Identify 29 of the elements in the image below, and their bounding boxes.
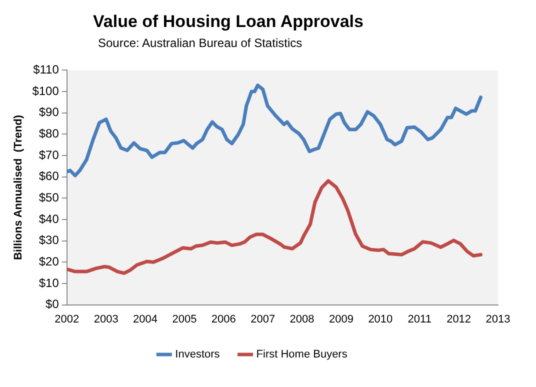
- x-tick-label: 2004: [133, 313, 158, 326]
- x-tick-label: 2013: [486, 313, 510, 326]
- x-tick-label: 2011: [408, 313, 432, 326]
- y-tick-label: $30: [38, 233, 60, 248]
- chart-subtitle: Source: Australian Bureau of Statistics: [97, 36, 304, 50]
- y-tick-label: $10: [38, 276, 60, 290]
- legend-label: First Home Buyers: [256, 348, 348, 361]
- x-tick-label: 2003: [94, 313, 118, 326]
- y-axis-title: Billions Annualised (Trend): [12, 114, 25, 260]
- y-tick-label: $40: [38, 212, 60, 226]
- y-tick-label: $20: [38, 254, 60, 268]
- x-tick-label: 2005: [172, 313, 197, 326]
- chart-title: Value of Housing Loan Approvals: [93, 12, 364, 32]
- y-tick-label: $0: [46, 297, 60, 312]
- x-tick-label: 2007: [250, 313, 276, 326]
- y-tick-label: $70: [38, 148, 60, 162]
- x-tick-label: 2006: [211, 313, 236, 326]
- x-tick-label: 2012: [446, 313, 472, 326]
- y-tick-label: $50: [38, 190, 60, 204]
- legend-label: Investors: [175, 348, 220, 361]
- y-tick-label: $110: [33, 62, 60, 77]
- x-tick-label: 2002: [54, 313, 80, 326]
- x-tick-label: 2010: [368, 313, 393, 326]
- y-tick-label: $90: [38, 105, 60, 120]
- x-tick-label: 2008: [290, 313, 314, 326]
- y-tick-label: $60: [38, 169, 60, 184]
- x-tick-label: 2009: [328, 313, 354, 326]
- y-tick-label: $80: [38, 126, 60, 140]
- y-tick-label: $100: [32, 84, 60, 98]
